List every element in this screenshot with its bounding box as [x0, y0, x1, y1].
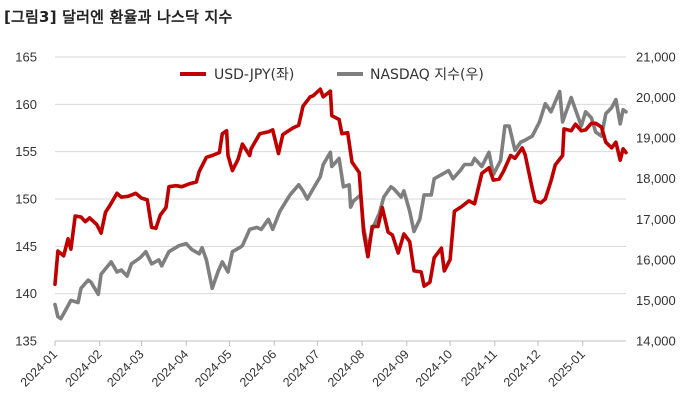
left-tick-label-2: 145 — [15, 239, 37, 254]
nasdaq-series-line — [53, 89, 628, 321]
left-tick-label-3: 150 — [15, 192, 37, 207]
left-tick-label-1: 140 — [15, 286, 37, 301]
right-tick-label-3: 17,000 — [636, 212, 676, 227]
x-tick-label-10: 2024-11 — [458, 347, 500, 389]
right-tick-label-4: 18,000 — [636, 171, 676, 186]
legend-label-1: NASDAQ 지수(우) — [370, 67, 484, 83]
gridlines — [55, 56, 626, 295]
left-tick-label-6: 165 — [15, 50, 37, 65]
x-tick-label-4: 2024-05 — [192, 347, 234, 389]
right-axis-ticks: 14,000 15,000 16,000 17,000 18,000 19,000 20,0… — [636, 50, 676, 349]
x-tick-label-5: 2024-06 — [237, 347, 279, 389]
x-tick-label-6: 2024-07 — [280, 347, 322, 389]
x-tick-label-3: 2024-04 — [149, 347, 191, 389]
x-tick-label-1: 2024-02 — [62, 347, 104, 389]
x-tick-label-2: 2024-03 — [104, 347, 146, 389]
x-tick-label-9: 2024-10 — [413, 347, 455, 389]
x-tick-label-7: 2024-08 — [325, 347, 367, 389]
x-tick-label-11: 2024-12 — [501, 347, 543, 389]
x-tick-label-12: 2025-01 — [546, 347, 588, 389]
right-tick-label-7: 21,000 — [636, 50, 676, 65]
x-tick-label-8: 2024-09 — [370, 347, 412, 389]
right-tick-label-2: 16,000 — [636, 252, 676, 267]
right-tick-label-5: 19,000 — [636, 131, 676, 146]
right-tick-label-0: 14,000 — [636, 334, 676, 349]
left-tick-label-5: 160 — [15, 97, 37, 112]
right-tick-label-1: 15,000 — [636, 293, 676, 308]
legend: USD-JPY(좌) NASDAQ 지수(우) — [180, 67, 484, 83]
x-axis-ticks: 2024-01 2024-02 2024-03 2024-04 2024-05 2024-… — [18, 347, 588, 389]
legend-label-0: USD-JPY(좌) — [214, 67, 294, 83]
series-lines — [53, 87, 628, 321]
right-tick-label-6: 20,000 — [636, 90, 676, 105]
usdjpy-series-line — [53, 87, 628, 288]
left-axis-ticks: 135 140 145 150 155 160 165 — [15, 50, 37, 349]
x-tick-label-0: 2024-01 — [18, 347, 60, 389]
left-tick-label-0: 135 — [15, 334, 37, 349]
chart-title: [그림3] 달러엔 환율과 나스닥 지수 — [4, 8, 233, 26]
left-tick-label-4: 155 — [15, 144, 37, 159]
axes — [54, 340, 626, 346]
